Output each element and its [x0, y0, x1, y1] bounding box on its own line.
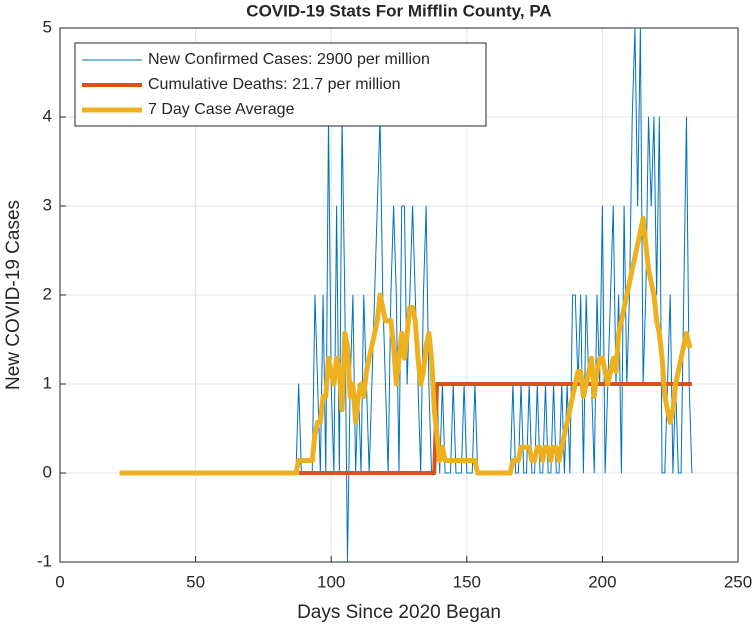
y-axis-label: New COVID-19 Cases — [3, 200, 24, 390]
legend-label: 7 Day Case Average — [148, 101, 295, 118]
x-tick-label: 200 — [588, 572, 616, 591]
y-tick-label: 0 — [43, 462, 52, 481]
chart-title: COVID-19 Stats For Mifflin County, PA — [246, 1, 551, 20]
y-tick-label: 3 — [43, 195, 52, 214]
plot-frame — [59, 27, 739, 563]
y-tick-label: 5 — [43, 17, 52, 36]
y-tick-label: 1 — [43, 373, 52, 392]
legend-label: Cumulative Deaths: 21.7 per million — [148, 76, 401, 93]
x-axis-label: Days Since 2020 Began — [297, 602, 501, 623]
series-line — [119, 215, 692, 476]
x-tick-label: 150 — [453, 572, 481, 591]
legend-label: New Confirmed Cases: 2900 per million — [148, 51, 430, 68]
series-line — [298, 382, 692, 475]
x-tick-label: 0 — [55, 572, 64, 591]
y-tick-label: 2 — [43, 284, 52, 303]
x-tick-label: 100 — [317, 572, 345, 591]
legend-box — [74, 42, 487, 127]
x-tick-label: 50 — [186, 572, 205, 591]
y-tick-label: -1 — [37, 551, 52, 570]
y-tick-label: 4 — [43, 106, 52, 125]
x-tick-label: 250 — [724, 572, 752, 591]
